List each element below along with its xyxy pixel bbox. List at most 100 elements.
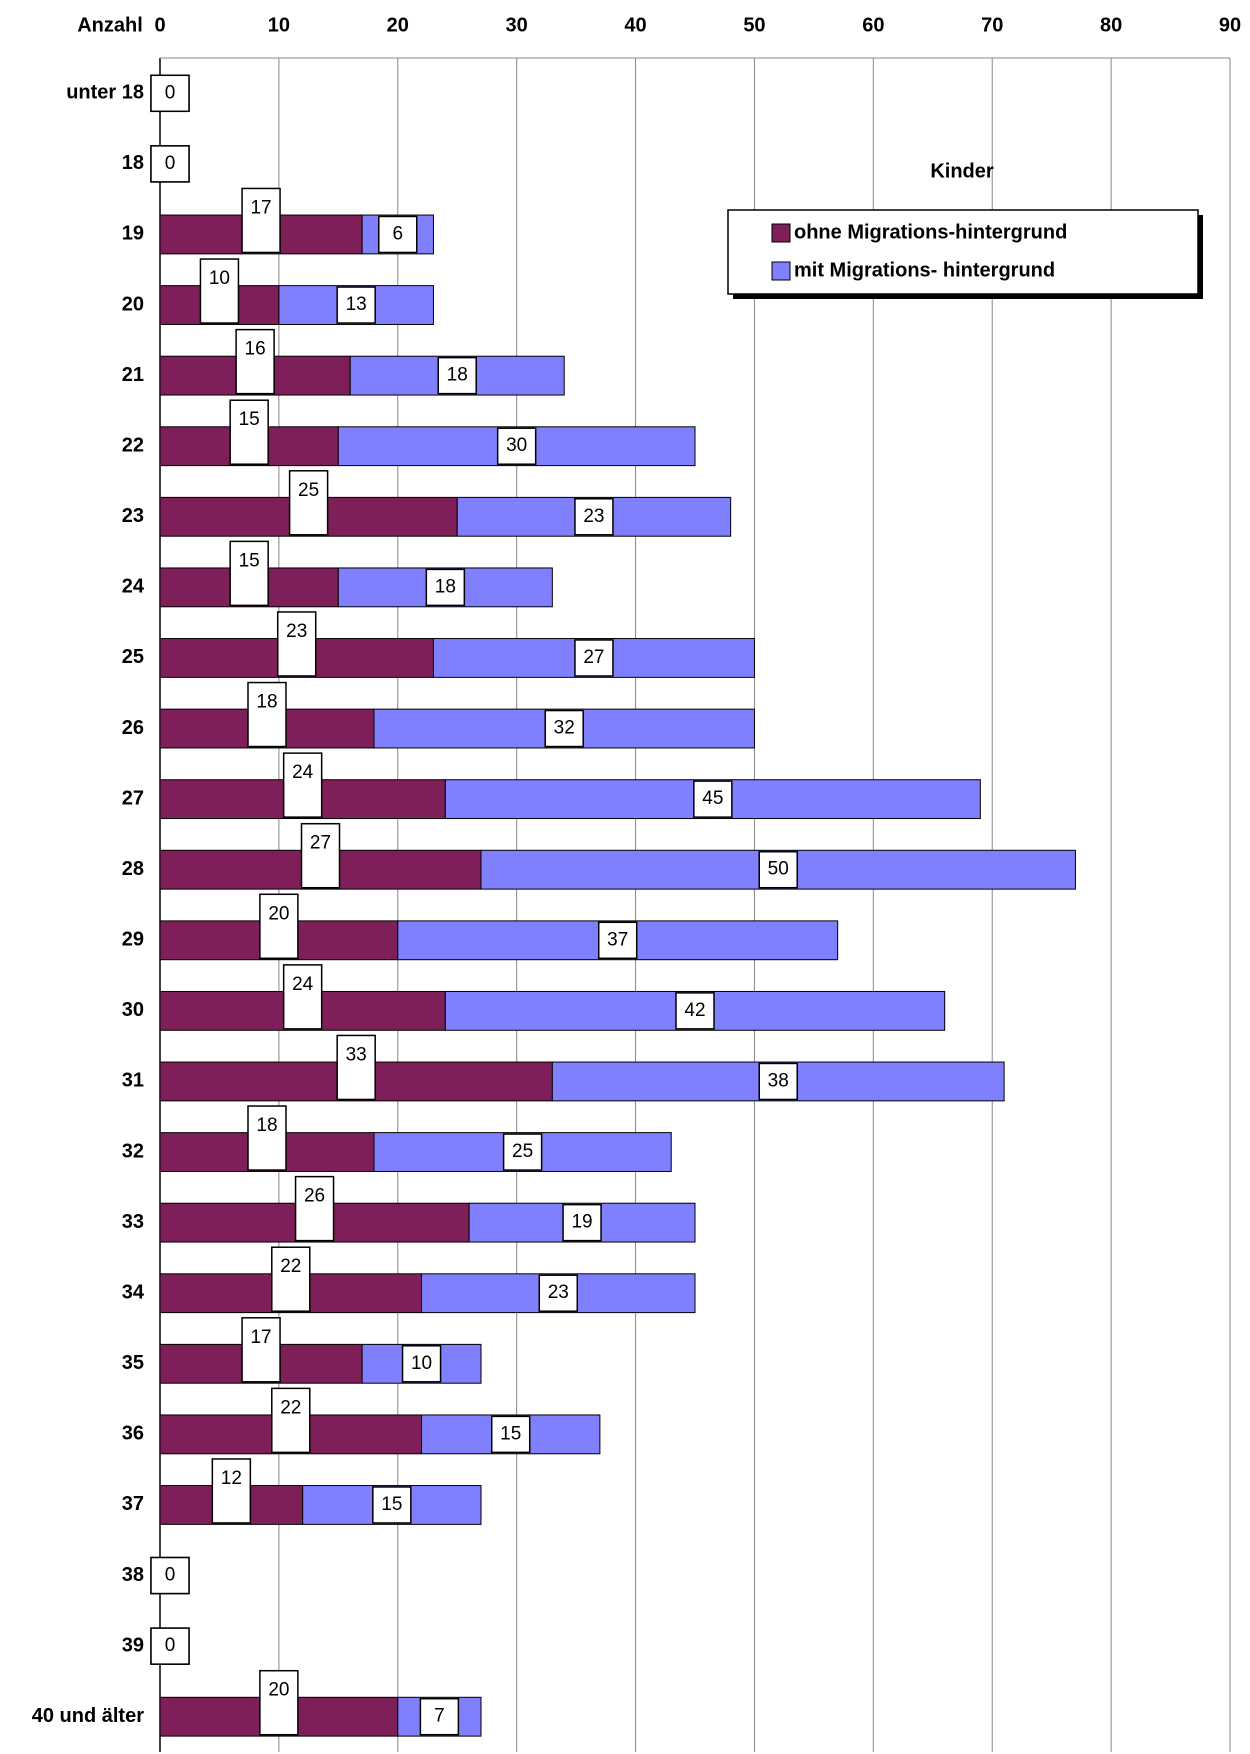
- data-label: 0: [165, 1565, 176, 1586]
- y-tick-label: 40 und älter: [32, 1705, 144, 1727]
- data-label-box: [437, 356, 477, 395]
- data-label: 6: [392, 223, 403, 244]
- data-label: 15: [381, 1494, 402, 1515]
- data-label-box: [150, 1556, 190, 1595]
- data-label: 50: [768, 859, 789, 880]
- y-tick-label: 37: [122, 1493, 144, 1515]
- data-label-box: [199, 258, 240, 324]
- data-label: 17: [250, 197, 271, 218]
- data-label: 24: [292, 974, 314, 995]
- data-label-box: [758, 850, 798, 889]
- data-label: 23: [286, 621, 307, 642]
- data-label: 0: [165, 1635, 176, 1656]
- data-label-box: [675, 992, 715, 1030]
- data-label-box: [282, 752, 323, 818]
- data-label-box: [574, 498, 614, 536]
- data-label: 15: [239, 550, 260, 571]
- data-label: 30: [506, 435, 527, 456]
- data-label-box: [574, 639, 614, 677]
- axis-label: Anzahl: [77, 14, 143, 36]
- data-label: 16: [245, 339, 266, 360]
- y-tick-label: 25: [122, 646, 144, 668]
- y-tick-label: 18: [122, 152, 144, 174]
- data-label: 23: [548, 1282, 569, 1303]
- y-tick-label: 28: [122, 858, 144, 880]
- data-label-box: [300, 822, 341, 889]
- data-label: 7: [434, 1706, 445, 1727]
- legend-swatch: [771, 223, 791, 243]
- data-label-box: [247, 681, 287, 748]
- data-label-box: [276, 611, 317, 677]
- data-label: 18: [256, 1115, 277, 1136]
- data-label: 10: [209, 268, 230, 289]
- data-label-box: [271, 1387, 311, 1454]
- y-tick-label: 38: [122, 1564, 144, 1586]
- data-label-box: [496, 427, 537, 465]
- data-label-box: [282, 964, 323, 1030]
- y-tick-label: 20: [122, 293, 144, 315]
- data-label-box: [259, 893, 299, 960]
- x-tick-label: 60: [862, 14, 884, 36]
- data-label: 25: [512, 1141, 533, 1162]
- data-label-box: [259, 1669, 299, 1736]
- y-tick-label: 34: [122, 1281, 145, 1303]
- data-label-box: [372, 1486, 412, 1524]
- legend-swatch: [771, 261, 791, 281]
- data-label-box: [150, 74, 190, 113]
- data-label-box: [544, 709, 584, 748]
- data-label-box: [235, 328, 275, 395]
- data-label: 24: [292, 762, 314, 783]
- data-label-box: [336, 1034, 376, 1101]
- data-label: 26: [304, 1186, 325, 1207]
- y-tick-label: 30: [122, 999, 144, 1021]
- data-label: 27: [583, 647, 604, 668]
- data-label: 37: [607, 929, 628, 950]
- y-tick-label: 35: [122, 1352, 144, 1374]
- data-label: 10: [411, 1353, 432, 1374]
- data-label-box: [229, 399, 269, 465]
- data-label-box: [401, 1345, 442, 1383]
- x-tick-label: 10: [268, 14, 290, 36]
- data-label: 38: [768, 1070, 789, 1091]
- x-tick-label: 70: [981, 14, 1003, 36]
- y-tick-label: 33: [122, 1211, 144, 1233]
- data-label-box: [229, 540, 269, 607]
- data-label: 18: [435, 576, 456, 597]
- data-label: 12: [221, 1468, 242, 1489]
- data-label: 0: [165, 153, 176, 174]
- y-tick-label: 26: [122, 717, 144, 739]
- data-label-box: [693, 780, 733, 818]
- y-tick-label: 36: [122, 1423, 144, 1445]
- data-label-box: [336, 286, 376, 324]
- data-label: 17: [250, 1327, 271, 1348]
- data-label-box: [211, 1458, 252, 1524]
- data-label: 25: [298, 480, 319, 501]
- data-label-box: [288, 470, 329, 536]
- y-tick-label: unter 18: [66, 82, 144, 104]
- data-label-box: [490, 1415, 531, 1454]
- data-label-box: [502, 1133, 543, 1171]
- chart-title: Kinder: [930, 160, 994, 182]
- data-label-box: [538, 1274, 579, 1312]
- data-label: 0: [165, 82, 176, 103]
- data-label-box: [294, 1175, 335, 1242]
- data-label: 19: [571, 1212, 592, 1233]
- legend-label: mit Migrations- hintergrund: [794, 259, 1055, 281]
- y-tick-label: 32: [122, 1140, 144, 1162]
- y-tick-label: 19: [122, 223, 144, 245]
- data-label: 20: [268, 1680, 289, 1701]
- data-label: 45: [702, 788, 723, 809]
- data-label: 22: [280, 1256, 301, 1277]
- data-label: 15: [239, 409, 260, 430]
- data-label: 20: [268, 903, 289, 924]
- x-tick-label: 0: [154, 14, 165, 36]
- y-tick-label: 39: [122, 1634, 144, 1656]
- x-tick-label: 30: [506, 14, 528, 36]
- y-tick-label: 29: [122, 929, 144, 951]
- legend-box: [727, 209, 1199, 295]
- y-tick-label: 31: [122, 1070, 144, 1092]
- y-tick-label: 27: [122, 787, 144, 809]
- data-label: 18: [256, 692, 277, 713]
- x-tick-label: 40: [624, 14, 646, 36]
